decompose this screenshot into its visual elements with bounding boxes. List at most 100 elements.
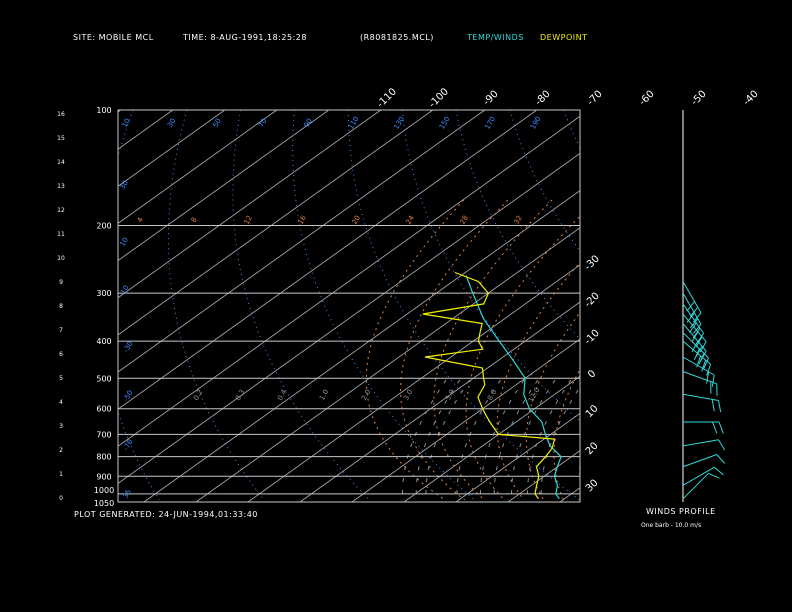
height-tick-13: 13: [57, 183, 65, 190]
dry-adiabat-190: [779, 110, 792, 500]
height-tick-8: 8: [59, 303, 63, 310]
mixing-ratio-label-0.2: 0.2: [192, 388, 204, 402]
moist-adiabat-16: [465, 215, 580, 501]
dry-adiabat-left-label--10: -10: [118, 284, 131, 298]
wind-flag-13-2: [686, 312, 695, 323]
wind-barb-0: [682, 472, 709, 500]
isotherm-40: [612, 110, 792, 502]
dry-adiabat-left-label--70: -70: [122, 438, 135, 452]
wind-flag-10-1: [695, 345, 703, 357]
wind-flag-3-0: [718, 439, 726, 451]
winds-profile-title: WINDS PROFILE: [646, 507, 716, 516]
mixing-ratio-label-2.0: 2.0: [360, 388, 372, 402]
wind-barb-5: [682, 393, 719, 401]
plot-area: [22, 110, 792, 502]
isotherm--130: [118, 110, 278, 224]
dry-adiabat--70: [22, 110, 79, 500]
wind-barb-1: [682, 466, 715, 486]
moist-adiabat-label-20: 20: [351, 214, 362, 226]
dry-adiabat-top-label-90: 90: [303, 117, 314, 129]
mixing-ratio-label-0.3: 0.3: [234, 388, 246, 402]
isotherm--50: [143, 190, 580, 502]
mixing-ratio-label-1.0: 1.0: [318, 388, 330, 402]
wind-flag-1-0: [713, 466, 724, 476]
wind-flag-12-2: [689, 322, 697, 333]
moist-adiabat-label-32: 32: [513, 214, 524, 226]
time-label: TIME: 8-AUG-1991,18:25:28: [183, 33, 307, 42]
moist-adiabat-20: [496, 261, 580, 501]
dry-adiabat-top-label-170: 170: [483, 115, 497, 131]
wind-flag-7-0: [711, 374, 715, 387]
mixing-ratio-0.3: [415, 379, 461, 501]
height-tick-2: 2: [59, 447, 63, 454]
isotherm--150: [118, 110, 174, 150]
dry-adiabat-130: [618, 110, 792, 500]
height-tick-0: 0: [59, 495, 63, 502]
mixing-ratio-8: [526, 379, 572, 501]
isotherm-0: [403, 375, 580, 502]
wind-flag-8-0: [706, 364, 712, 376]
dry-adiabat-50: [401, 110, 580, 422]
temperature-line: [465, 275, 562, 500]
dry-adiabat--10: [232, 110, 370, 501]
pressure-tick-1000: 1000: [94, 486, 114, 495]
moist-adiabat-label-4: 4: [136, 216, 145, 224]
height-tick-14: 14: [57, 159, 65, 166]
isotherm-right-label--20: -20: [583, 291, 602, 310]
isotherm-label--90: -90: [481, 89, 500, 108]
isotherm--110: [118, 110, 382, 299]
height-tick-7: 7: [59, 327, 63, 334]
pressure-tick-700: 700: [96, 430, 111, 439]
dry-adiabat-10: [292, 110, 475, 501]
height-tick-3: 3: [59, 423, 63, 430]
mixing-ratio-0.4: [425, 379, 471, 501]
isotherm--10: [351, 338, 580, 502]
dewpoint-legend: DEWPOINT: [540, 33, 588, 42]
plot-frame: [117, 109, 581, 503]
pressure-tick-100: 100: [96, 106, 111, 115]
dry-adiabat-top-label-70: 70: [257, 117, 268, 129]
pressure-tick-600: 600: [96, 405, 111, 414]
wind-flag-11-1: [695, 336, 703, 348]
file-label: (R8081825.MCL): [360, 33, 434, 42]
height-tick-1: 1: [59, 471, 63, 478]
dry-adiabat-90: [509, 110, 580, 252]
dry-adiabat-left-label--30: -30: [122, 340, 135, 354]
moist-adiabat-12: [433, 199, 553, 501]
isotherm--20: [299, 301, 580, 502]
mixing-ratio-label-12.0: 12.0: [527, 386, 542, 404]
isotherm--70: [118, 115, 580, 447]
wind-flag-14-2: [686, 301, 695, 312]
mixing-ratio-label-8.0: 8.0: [486, 388, 498, 402]
wind-flag-0-0: [708, 472, 720, 479]
wind-flag-14-0: [693, 312, 702, 323]
barb-note: One barb - 10.0 m/s: [641, 522, 702, 529]
isotherm-label--80: -80: [533, 89, 552, 108]
mixing-ratio-3: [493, 379, 539, 501]
dry-adiabat-top-label-110: 110: [347, 115, 361, 131]
wind-flag-14-1: [689, 306, 699, 317]
isotherm-right-label-0: 0: [586, 368, 598, 380]
height-tick-11: 11: [57, 231, 65, 238]
isotherm--30: [247, 264, 580, 502]
pressure-tick-500: 500: [96, 374, 111, 383]
isotherm-label--60: -60: [637, 89, 656, 108]
moist-adiabat-label-28: 28: [459, 214, 470, 226]
site-label: SITE: MOBILE MCL: [73, 33, 154, 42]
mixing-ratio-1: [456, 379, 502, 501]
mixing-ratio-label-5.0: 5.0: [444, 388, 456, 402]
wind-flag-5-1: [711, 399, 715, 412]
dry-adiabat-top-label-130: 130: [392, 115, 406, 131]
isotherm-right-label--30: -30: [583, 253, 602, 272]
wind-barb-2: [682, 454, 717, 468]
isotherm-label--50: -50: [689, 89, 708, 108]
wind-flag-8-2: [696, 355, 702, 368]
isotherm-10: [455, 412, 580, 502]
mixing-ratio-5: [510, 379, 556, 501]
height-tick-10: 10: [57, 255, 65, 262]
wind-flag-10-0: [699, 350, 707, 362]
isotherm-label--70: -70: [585, 89, 604, 108]
isotherm-label--110: -110: [375, 86, 399, 110]
wind-flag-12-1: [692, 327, 701, 339]
